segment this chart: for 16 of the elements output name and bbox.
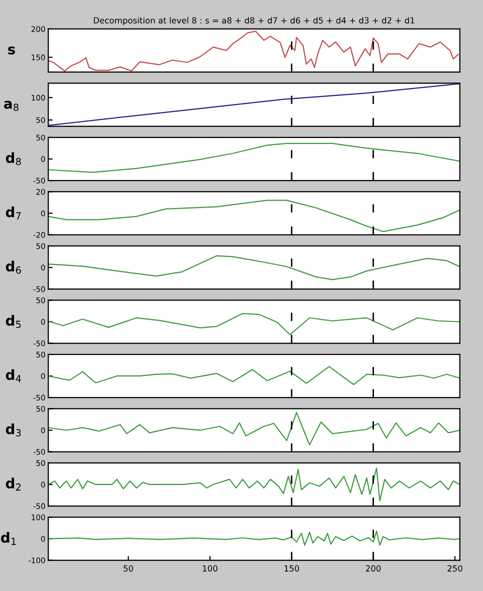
x-tick-label: 250 xyxy=(448,565,462,572)
x-tick-label: 100 xyxy=(202,565,218,572)
x-tick-label: 150 xyxy=(284,565,300,572)
y-axis-title: d$_{7}$ xyxy=(6,206,21,220)
y-axis-title: d$_{2}$ xyxy=(6,478,21,491)
y-axis-title: d$_{5}$ xyxy=(6,315,21,328)
x-tick-label: 200 xyxy=(366,565,381,572)
x-tick-label: 50 xyxy=(124,565,134,572)
y-axis-title: d$_{1}$ xyxy=(1,532,16,545)
y-axis-title: d$_{8}$ xyxy=(6,152,21,166)
y-axis-title: d$_{6}$ xyxy=(6,260,21,274)
y-axis-title: d$_{4}$ xyxy=(6,369,21,382)
chart-title: Decomposition at level 8 : s = a8 + d8 + d7 + d6 + d5 + d4 + d3 + d2 + d1 xyxy=(94,17,414,26)
y-axis-title: a$_{8}$ xyxy=(4,100,18,111)
y-axis-title: d$_{3}$ xyxy=(6,424,21,436)
y-axis-title: s xyxy=(8,46,15,55)
